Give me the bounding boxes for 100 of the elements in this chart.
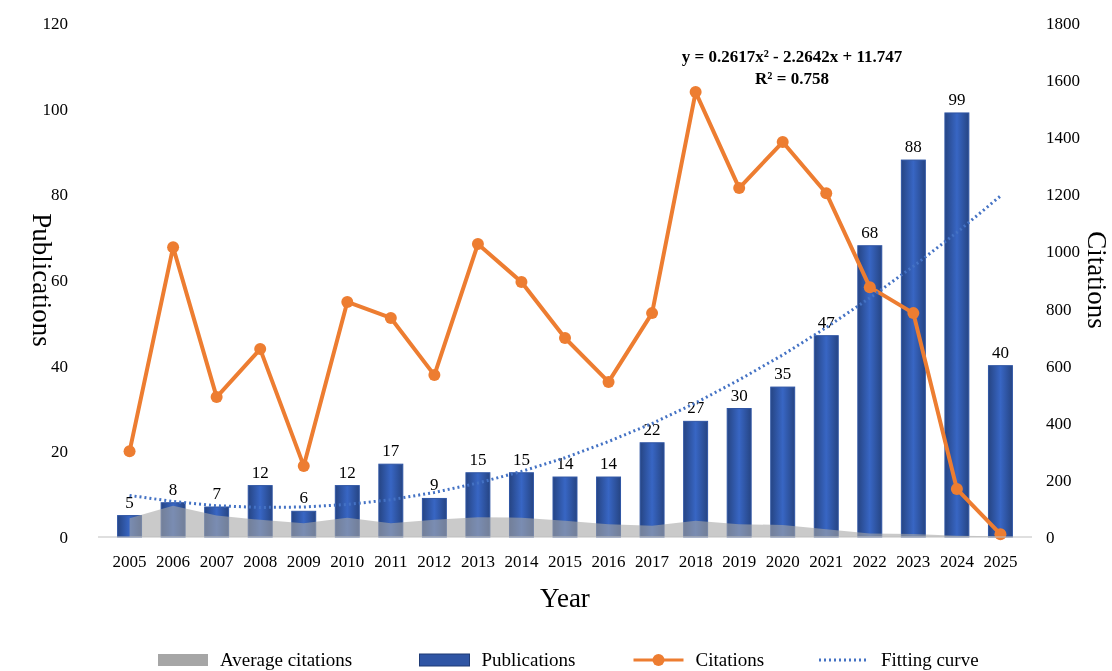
y2-axis-title: Citations [1082, 231, 1112, 329]
legend-label: Average citations [220, 649, 353, 670]
bar [465, 472, 491, 538]
bar [291, 510, 317, 538]
x-tick-label: 2015 [548, 552, 582, 571]
x-tick-label: 2013 [460, 552, 495, 571]
y-tick-label: 0 [59, 528, 68, 547]
point [254, 343, 267, 356]
x-tick-label: 2019 [722, 552, 757, 571]
point [515, 276, 528, 288]
data-label: 40 [991, 342, 1009, 362]
point [559, 331, 571, 344]
annotation: y = 0.2617x² - 2.2642x + 11.747 [681, 47, 903, 66]
point [167, 241, 180, 254]
y2-tick-label: 800 [1046, 299, 1072, 319]
point [428, 369, 441, 382]
data-label: 68 [861, 222, 879, 242]
point [820, 187, 833, 200]
point [646, 307, 659, 320]
x-tick-label: 2024 [939, 552, 975, 571]
point [863, 281, 876, 294]
y2-tick-label: 1200 [1046, 185, 1080, 205]
data-label: 6 [299, 488, 308, 508]
x-tick-label: 2020 [765, 552, 800, 571]
y-tick-label: 120 [42, 14, 68, 33]
bar [944, 112, 970, 538]
bar [421, 497, 447, 538]
y2-tick-label: 600 [1046, 356, 1072, 376]
bar [204, 506, 230, 538]
data-label: 99 [948, 89, 966, 109]
data-label: 15 [469, 449, 487, 469]
bar [813, 335, 839, 538]
x-tick-label: 2010 [330, 552, 365, 571]
x-tick-label: 2014 [504, 552, 539, 571]
x-tick-label: 2008 [243, 552, 278, 571]
data-label: 22 [643, 419, 661, 439]
x-tick-label: 2006 [156, 552, 191, 571]
x-tick-label: 2025 [983, 552, 1018, 571]
data-label: 47 [817, 312, 836, 332]
point [384, 311, 397, 324]
legend-label: Citations [695, 649, 765, 670]
legend-label: Fitting curve [881, 649, 979, 670]
data-label: 7 [212, 484, 222, 504]
point [907, 307, 920, 320]
x-tick-label: 2009 [286, 552, 321, 571]
point [733, 182, 746, 195]
bar [378, 463, 404, 538]
point [341, 295, 354, 308]
point [210, 391, 223, 404]
y-tick-label: 40 [51, 356, 68, 376]
x-tick-label: 2022 [852, 552, 887, 571]
point [602, 375, 615, 388]
bar [552, 476, 578, 538]
point [471, 238, 484, 251]
data-label: 14 [556, 454, 574, 474]
bar [770, 386, 796, 538]
data-label: 14 [600, 454, 618, 474]
x-tick-label: 2007 [199, 552, 235, 571]
data-label: 8 [168, 479, 178, 499]
x-axis-title: Year [540, 583, 590, 613]
bar [247, 485, 273, 538]
bar [683, 420, 709, 538]
bar [857, 245, 883, 538]
data-label: 17 [382, 441, 400, 461]
y2-tick-label: 200 [1046, 470, 1072, 490]
data-label: 88 [904, 137, 922, 157]
bar [508, 472, 534, 538]
point [689, 86, 702, 99]
data-label: 12 [251, 462, 269, 482]
x-tick-label: 2017 [635, 552, 670, 571]
data-label: 15 [512, 449, 530, 469]
y-tick-label: 60 [51, 271, 68, 290]
legend-label: Publications [481, 649, 576, 670]
x-tick-label: 2005 [112, 552, 147, 571]
x-tick-label: 2016 [591, 552, 626, 571]
x-tick-label: 2023 [896, 552, 931, 571]
annotation: R² = 0.758 [755, 69, 829, 88]
data-label: 9 [430, 475, 439, 495]
y-tick-label: 80 [51, 185, 68, 205]
x-tick-label: 2018 [678, 552, 713, 571]
bar [639, 442, 665, 538]
y2-tick-label: 1400 [1046, 128, 1080, 148]
point [123, 445, 136, 458]
data-label: 12 [338, 462, 356, 482]
y-tick-label: 20 [51, 442, 68, 462]
bar [726, 408, 752, 538]
y2-tick-label: 0 [1046, 528, 1055, 547]
point [776, 136, 789, 149]
point [950, 483, 963, 496]
y2-tick-label: 1600 [1046, 71, 1080, 91]
bar [900, 159, 926, 538]
data-label: 35 [774, 364, 792, 384]
y2-tick-label: 400 [1046, 413, 1072, 433]
data-label: 5 [125, 492, 134, 512]
bar [334, 485, 360, 538]
y2-tick-label: 1000 [1046, 242, 1080, 262]
bar [596, 476, 622, 538]
bar [117, 515, 143, 538]
x-tick-label: 2011 [374, 552, 408, 571]
y2-tick-label: 1800 [1046, 14, 1080, 33]
